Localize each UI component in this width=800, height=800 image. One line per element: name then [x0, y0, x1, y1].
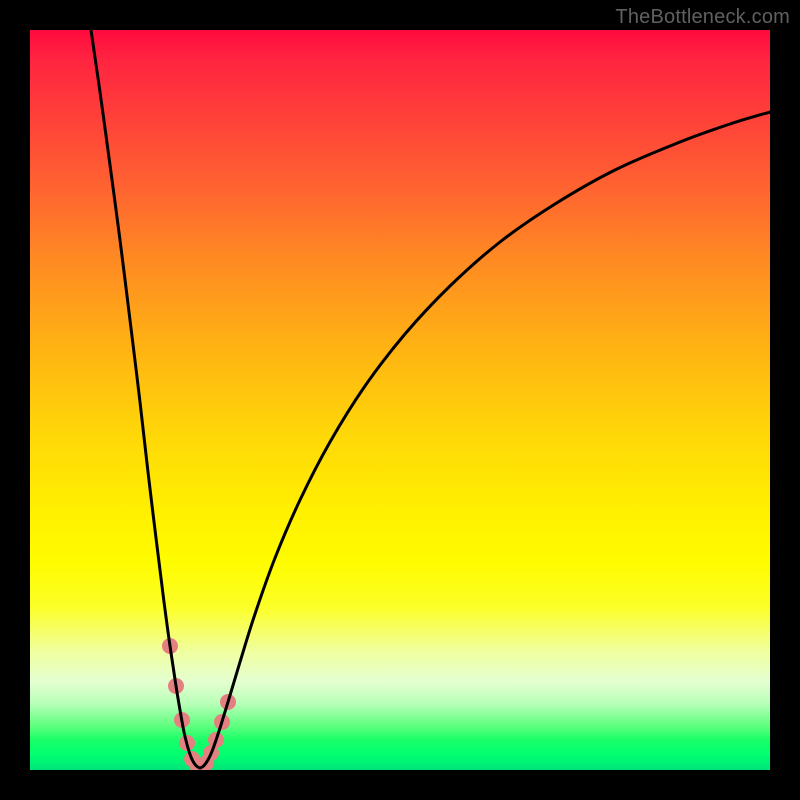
chart-svg [30, 30, 770, 770]
watermark-text: TheBottleneck.com [615, 6, 790, 29]
bottleneck-curve-right [200, 112, 770, 768]
bottleneck-curve-left [91, 30, 200, 768]
chart-plot-area [30, 30, 770, 770]
